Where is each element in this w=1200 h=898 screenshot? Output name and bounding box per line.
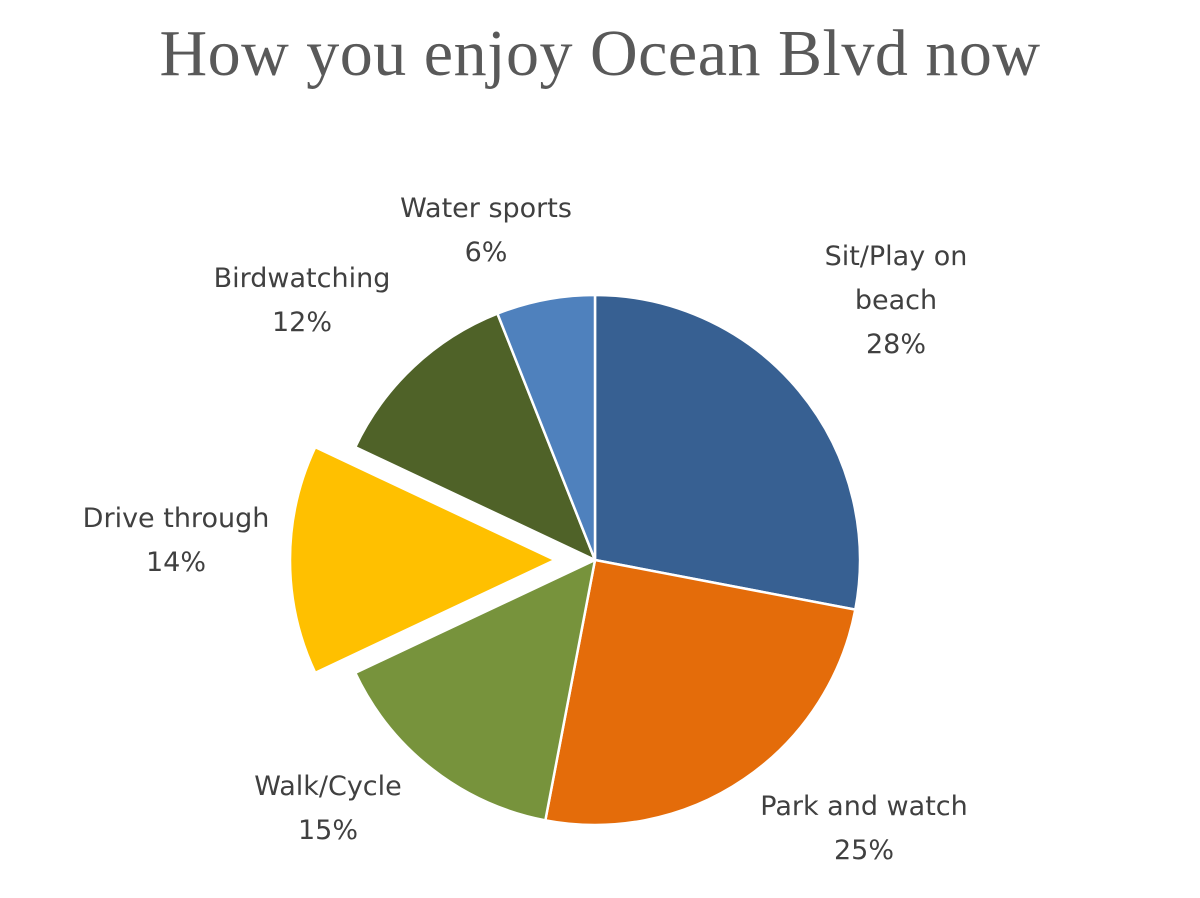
- pie-slice-1: [593, 293, 862, 611]
- pie-labels: Sit/Play on beach 28% Park and watch 25% Walk…: [83, 193, 968, 866]
- data-label-3: Walk/Cycle 15%: [254, 771, 402, 846]
- data-label-category: Drive through: [83, 503, 270, 534]
- pie-slice-2: [544, 558, 857, 827]
- data-label-5: Birdwatching 12%: [214, 263, 391, 338]
- data-label-2: Park and watch 25%: [760, 791, 967, 866]
- data-label-category: Sit/Play on: [825, 241, 968, 272]
- data-label-category: beach: [855, 285, 937, 316]
- data-label-percent: 14%: [146, 547, 206, 578]
- data-label-6: Water sports 6%: [400, 193, 572, 268]
- data-label-percent: 28%: [866, 329, 926, 360]
- data-label-1: Sit/Play on beach 28%: [825, 241, 968, 360]
- data-label-category: Park and watch: [760, 791, 967, 822]
- data-label-percent: 6%: [465, 237, 508, 268]
- data-label-percent: 25%: [834, 835, 894, 866]
- data-label-percent: 12%: [272, 307, 332, 338]
- data-label-category: Water sports: [400, 193, 572, 224]
- pie-slice-6: [496, 293, 597, 562]
- data-label-percent: 15%: [298, 815, 358, 846]
- data-label-4: Drive through 14%: [83, 503, 270, 578]
- pie-slice-3: [353, 558, 597, 822]
- data-label-category: Walk/Cycle: [254, 771, 402, 802]
- pie-slice-4: [288, 445, 557, 675]
- pie-slices: [288, 293, 862, 827]
- pie-slice-5: [353, 312, 597, 562]
- data-label-category: Birdwatching: [214, 263, 391, 294]
- chart-title: How you enjoy Ocean Blvd now: [159, 17, 1041, 90]
